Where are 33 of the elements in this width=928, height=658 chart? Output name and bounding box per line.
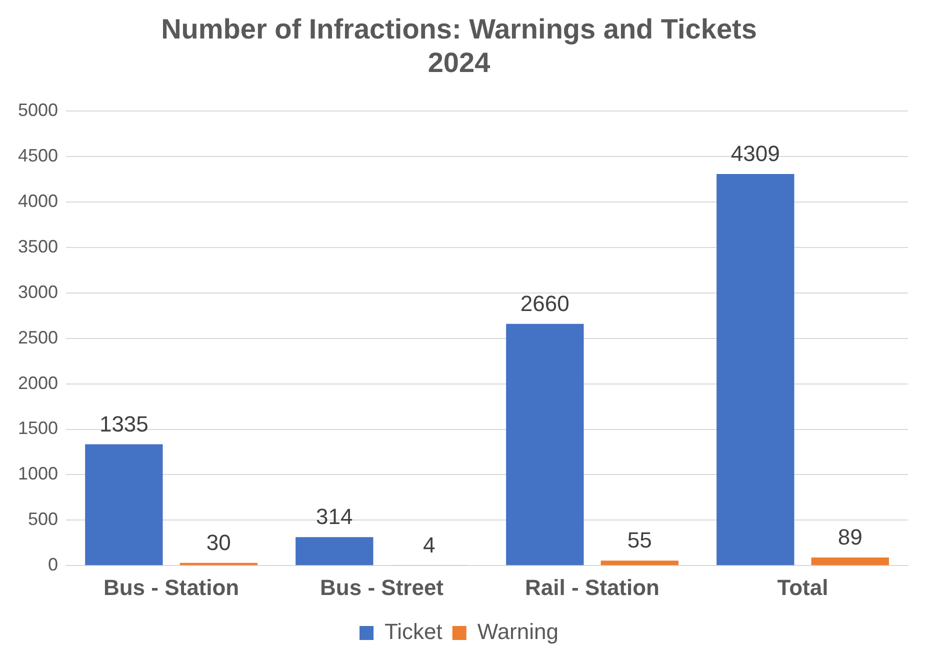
legend-label: Warning	[477, 619, 558, 644]
x-tick-label: Total	[777, 574, 828, 600]
data-label: 2660	[520, 290, 570, 316]
bar	[811, 558, 889, 566]
bar	[180, 562, 258, 566]
x-tick-label: Rail - Station	[525, 574, 660, 600]
y-tick-label: 5000	[18, 100, 58, 120]
y-tick-label: 2500	[18, 327, 58, 348]
bar	[85, 444, 163, 566]
y-tick-label: 2000	[18, 372, 58, 393]
y-tick-label: 3000	[18, 282, 58, 302]
data-label: 1335	[99, 411, 148, 436]
x-tick-label: Bus - Station	[103, 574, 240, 600]
y-tick-label: 1500	[18, 418, 58, 438]
chart-title: Number of Infractions: Warnings and Tickets 2024	[161, 14, 757, 78]
y-tick-label: 4000	[18, 191, 58, 212]
y-tick-label: 3500	[18, 236, 58, 256]
data-label: 314	[316, 504, 353, 530]
y-tick-label: 500	[28, 509, 58, 530]
bar	[600, 560, 678, 566]
data-label: 4309	[730, 141, 780, 166]
y-tick-label: 0	[48, 554, 58, 575]
bar	[296, 537, 374, 566]
y-tick-label: 4500	[18, 146, 58, 166]
data-label: 30	[206, 530, 231, 555]
x-tick-label: Bus - Street	[320, 574, 444, 600]
data-label: 55	[627, 528, 652, 553]
y-tick-label: 1000	[18, 464, 58, 484]
legend-label: Ticket	[384, 619, 442, 644]
data-label: 89	[838, 524, 862, 550]
bar	[716, 174, 794, 566]
data-label: 4	[423, 532, 436, 558]
bar	[506, 324, 584, 566]
